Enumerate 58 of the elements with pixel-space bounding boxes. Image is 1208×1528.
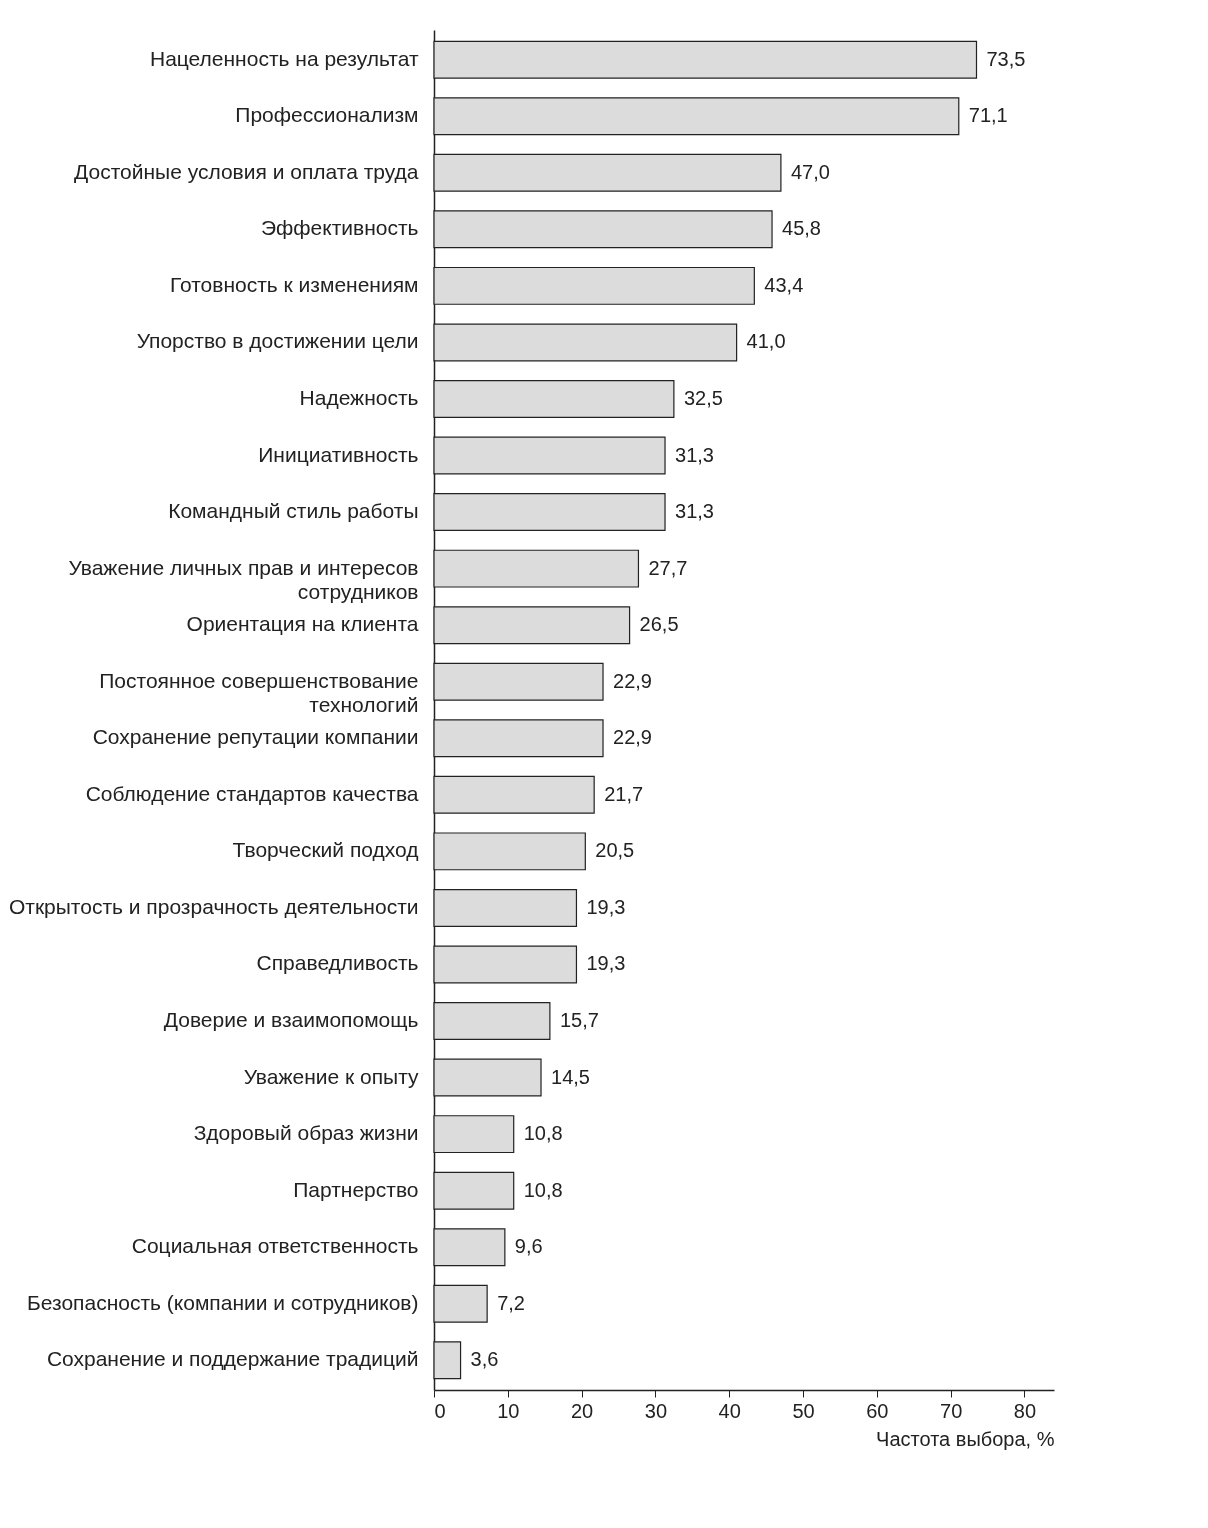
data-label: 43,4 bbox=[764, 273, 804, 296]
data-label: 47,0 bbox=[790, 160, 830, 183]
y-tick-label: Достойные условия и оплата труда bbox=[74, 159, 419, 183]
x-tick-label: 0 bbox=[434, 1399, 446, 1422]
y-tick-label: Соблюдение стандартов качества bbox=[85, 781, 419, 805]
y-tick-label: Профессионализм bbox=[235, 103, 419, 127]
y-tick-label: Надежность bbox=[299, 385, 419, 409]
y-tick-label: Командный стиль работы bbox=[168, 499, 419, 523]
x-axis-title: Частота выбора, % bbox=[876, 1427, 1055, 1450]
x-tick-label: 70 bbox=[940, 1399, 963, 1422]
data-label: 15,7 bbox=[559, 1009, 599, 1032]
y-tick-label: Постоянное совершенствование технологий bbox=[99, 668, 419, 716]
y-tick-label: Уважение к опыту bbox=[243, 1064, 419, 1088]
x-tick-label: 20 bbox=[570, 1399, 594, 1422]
data-label: 3,6 bbox=[470, 1348, 499, 1371]
y-tick-label: Эффективность bbox=[260, 216, 419, 240]
data-label: 10,8 bbox=[523, 1178, 563, 1201]
y-tick-label: Здоровый образ жизни bbox=[193, 1121, 419, 1145]
data-label: 10,8 bbox=[523, 1122, 563, 1145]
data-label: 22,9 bbox=[613, 726, 652, 749]
data-label: 31,3 bbox=[675, 500, 714, 523]
y-tick-label: Партнерство bbox=[293, 1177, 419, 1201]
y-tick-label: Ориентация на клиента bbox=[186, 612, 419, 636]
y-tick-label: Сохранение репутации компании bbox=[92, 725, 419, 749]
data-label: 32,5 bbox=[683, 386, 723, 409]
data-label: 31,3 bbox=[675, 443, 714, 466]
y-tick-label: Доверие и взаимопомощь bbox=[163, 1008, 419, 1032]
x-tick-label: 10 bbox=[497, 1399, 520, 1422]
y-tick-label: Нацеленность на результат bbox=[149, 46, 419, 70]
data-label: 27,7 bbox=[648, 556, 688, 579]
data-label: 41,0 bbox=[746, 330, 786, 353]
y-tick-label: Справедливость bbox=[256, 951, 419, 975]
y-tick-label: Готовность к изменениям bbox=[170, 272, 419, 296]
data-label: 19,3 bbox=[586, 895, 626, 918]
y-tick-label: Безопасность (компании и сотрудников) bbox=[27, 1290, 419, 1314]
data-label: 14,5 bbox=[551, 1065, 590, 1088]
data-label: 21,7 bbox=[604, 782, 644, 805]
data-label: 71,1 bbox=[968, 104, 1008, 127]
x-tick-label: 30 bbox=[644, 1399, 668, 1422]
y-tick-label: Уважение личных прав и интересов сотрудников bbox=[68, 555, 419, 603]
x-tick-label: 50 bbox=[792, 1399, 815, 1422]
data-label: 73,5 bbox=[986, 47, 1026, 70]
y-tick-label: Сохранение и поддержание традиций bbox=[46, 1347, 419, 1371]
y-tick-label: Творческий подход bbox=[232, 838, 419, 862]
y-tick-label: Социальная ответственность bbox=[131, 1234, 419, 1258]
x-tick-label: 80 bbox=[1013, 1399, 1037, 1422]
data-label: 20,5 bbox=[595, 839, 635, 862]
data-label: 26,5 bbox=[639, 613, 679, 636]
x-tick-label: 60 bbox=[866, 1399, 889, 1422]
y-tick-label: Упорство в достижении цели bbox=[136, 329, 419, 353]
data-label: 22,9 bbox=[613, 669, 652, 692]
data-label: 19,3 bbox=[586, 952, 626, 975]
data-label: 45,8 bbox=[782, 217, 821, 240]
data-label: 7,2 bbox=[497, 1291, 525, 1314]
x-tick-label: 40 bbox=[718, 1399, 741, 1422]
data-label: 9,6 bbox=[514, 1235, 543, 1258]
y-tick-label: Открытость и прозрачность деятельности bbox=[8, 894, 419, 918]
y-tick-label: Инициативность bbox=[258, 442, 419, 466]
